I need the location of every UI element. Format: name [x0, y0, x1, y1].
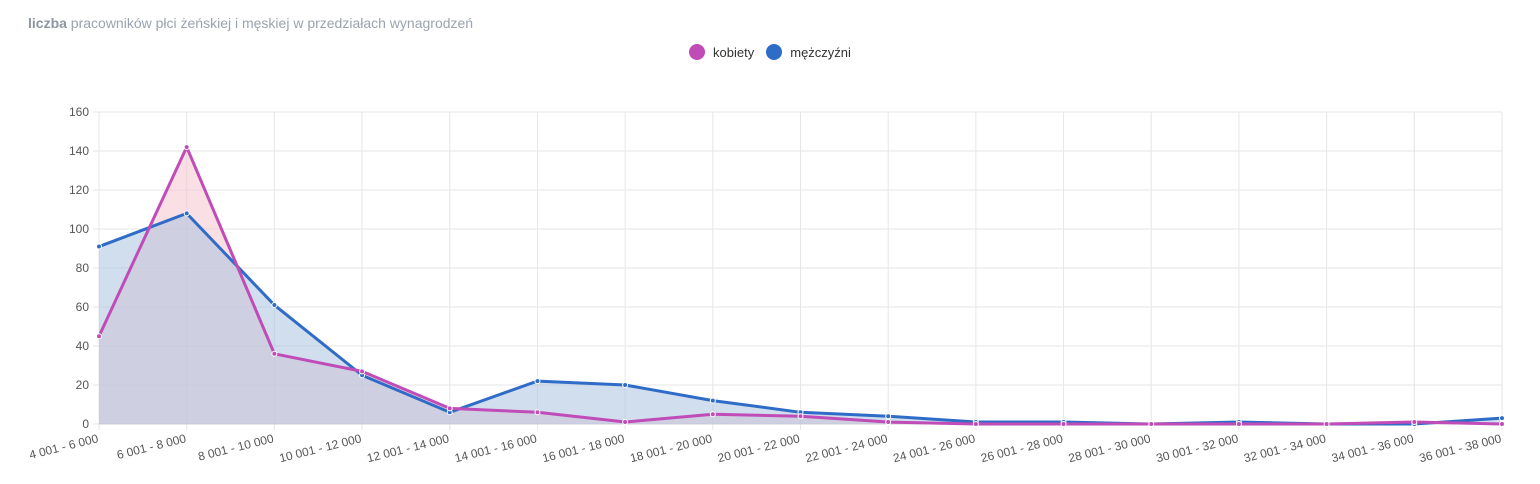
y-tick-label: 100: [69, 222, 89, 236]
x-tick-label: 16 001 - 18 000: [541, 431, 626, 465]
data-point-mezczyzni: [183, 210, 190, 217]
x-tick-label: 22 001 - 24 000: [804, 431, 889, 465]
data-point-kobiety: [972, 421, 979, 427]
data-point-kobiety: [622, 419, 629, 426]
x-tick-label: 6 001 - 8 000: [115, 431, 187, 462]
legend-label-mezczyzni: mężczyźni: [790, 44, 851, 60]
x-tick-label: 28 001 - 30 000: [1067, 431, 1152, 465]
data-point-mezczyzni: [1499, 415, 1505, 422]
chart-title-rest: pracowników płci żeńskiej i męskiej w pr…: [70, 15, 474, 31]
legend-item-kobiety[interactable]: kobiety: [689, 44, 754, 60]
data-point-mezczyzni: [534, 378, 541, 385]
x-tick-label: 24 001 - 26 000: [892, 431, 977, 465]
data-point-kobiety: [1499, 421, 1505, 427]
data-point-mezczyzni: [885, 413, 892, 420]
y-tick-label: 0: [82, 417, 89, 431]
data-point-kobiety: [183, 144, 190, 151]
area-mezczyzni: [99, 213, 1502, 424]
x-tick-label: 14 001 - 16 000: [453, 431, 538, 465]
x-tick-label: 32 001 - 34 000: [1242, 431, 1327, 465]
data-point-kobiety: [1411, 419, 1418, 426]
data-point-mezczyzni: [96, 243, 102, 250]
data-point-kobiety: [797, 413, 804, 420]
data-point-kobiety: [1235, 421, 1242, 427]
legend-item-mezczyzni[interactable]: mężczyźni: [766, 44, 851, 60]
x-tick-label: 4 001 - 6 000: [28, 431, 100, 462]
x-tick-label: 10 001 - 12 000: [278, 431, 363, 465]
chart-title-strong: liczba: [28, 15, 67, 31]
y-tick-label: 60: [76, 300, 90, 314]
data-point-kobiety: [446, 405, 453, 412]
y-tick-label: 140: [69, 144, 89, 158]
data-point-kobiety: [1323, 421, 1330, 427]
data-point-kobiety: [96, 333, 102, 340]
chart-legend: kobiety mężczyźni: [0, 44, 1540, 60]
x-tick-label: 26 001 - 28 000: [979, 431, 1064, 465]
data-point-kobiety: [709, 411, 716, 418]
x-tick-label: 12 001 - 14 000: [366, 431, 451, 465]
chart-title: liczba pracowników płci żeńskiej i męski…: [28, 15, 473, 31]
y-tick-label: 160: [69, 105, 89, 119]
x-tick-label: 8 001 - 10 000: [197, 431, 276, 463]
x-tick-label: 20 001 - 22 000: [716, 431, 801, 465]
x-tick-label: 36 001 - 38 000: [1418, 431, 1503, 465]
legend-marker-mezczyzni: [766, 44, 783, 60]
x-tick-label: 30 001 - 32 000: [1155, 431, 1240, 465]
data-point-mezczyzni: [271, 302, 278, 309]
data-point-kobiety: [359, 368, 366, 375]
data-point-kobiety: [534, 409, 541, 416]
y-tick-label: 120: [69, 183, 89, 197]
data-point-kobiety: [1060, 421, 1067, 427]
data-point-kobiety: [271, 350, 278, 357]
legend-label-kobiety: kobiety: [713, 44, 755, 60]
x-tick-label: 18 001 - 20 000: [629, 431, 714, 465]
data-point-mezczyzni: [709, 397, 716, 404]
x-tick-label: 34 001 - 36 000: [1330, 431, 1415, 465]
y-tick-label: 80: [76, 261, 90, 275]
data-point-kobiety: [885, 419, 892, 426]
y-tick-label: 20: [76, 378, 90, 392]
y-tick-label: 40: [76, 339, 90, 353]
data-point-mezczyzni: [622, 382, 629, 388]
data-point-kobiety: [1148, 421, 1155, 427]
legend-marker-kobiety: [689, 44, 706, 60]
